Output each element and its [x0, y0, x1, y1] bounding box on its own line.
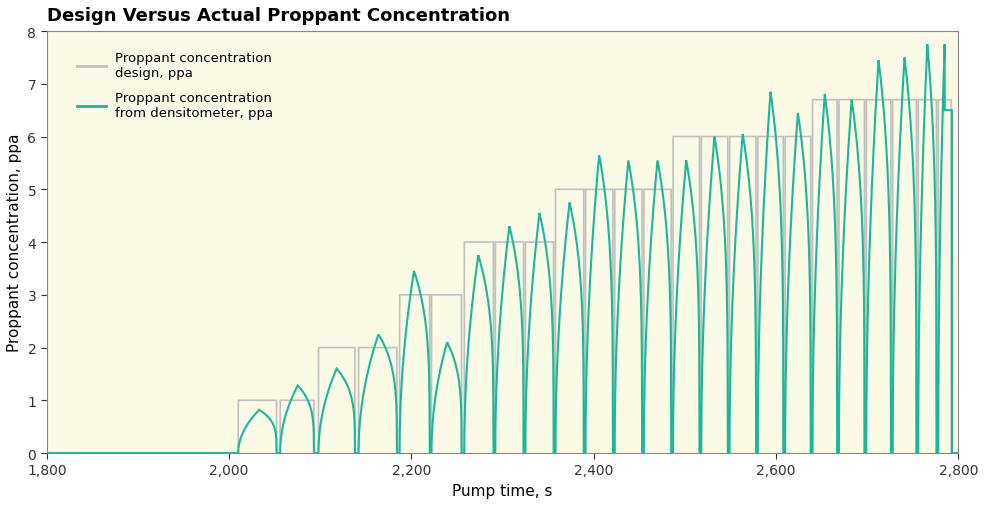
Y-axis label: Proppant concentration, ppa: Proppant concentration, ppa: [7, 133, 22, 351]
X-axis label: Pump time, s: Pump time, s: [452, 483, 553, 498]
Text: Design Versus Actual Proppant Concentration: Design Versus Actual Proppant Concentrat…: [47, 7, 510, 25]
Legend: Proppant concentration
design, ppa, Proppant concentration
from densitometer, pp: Proppant concentration design, ppa, Prop…: [72, 47, 279, 125]
